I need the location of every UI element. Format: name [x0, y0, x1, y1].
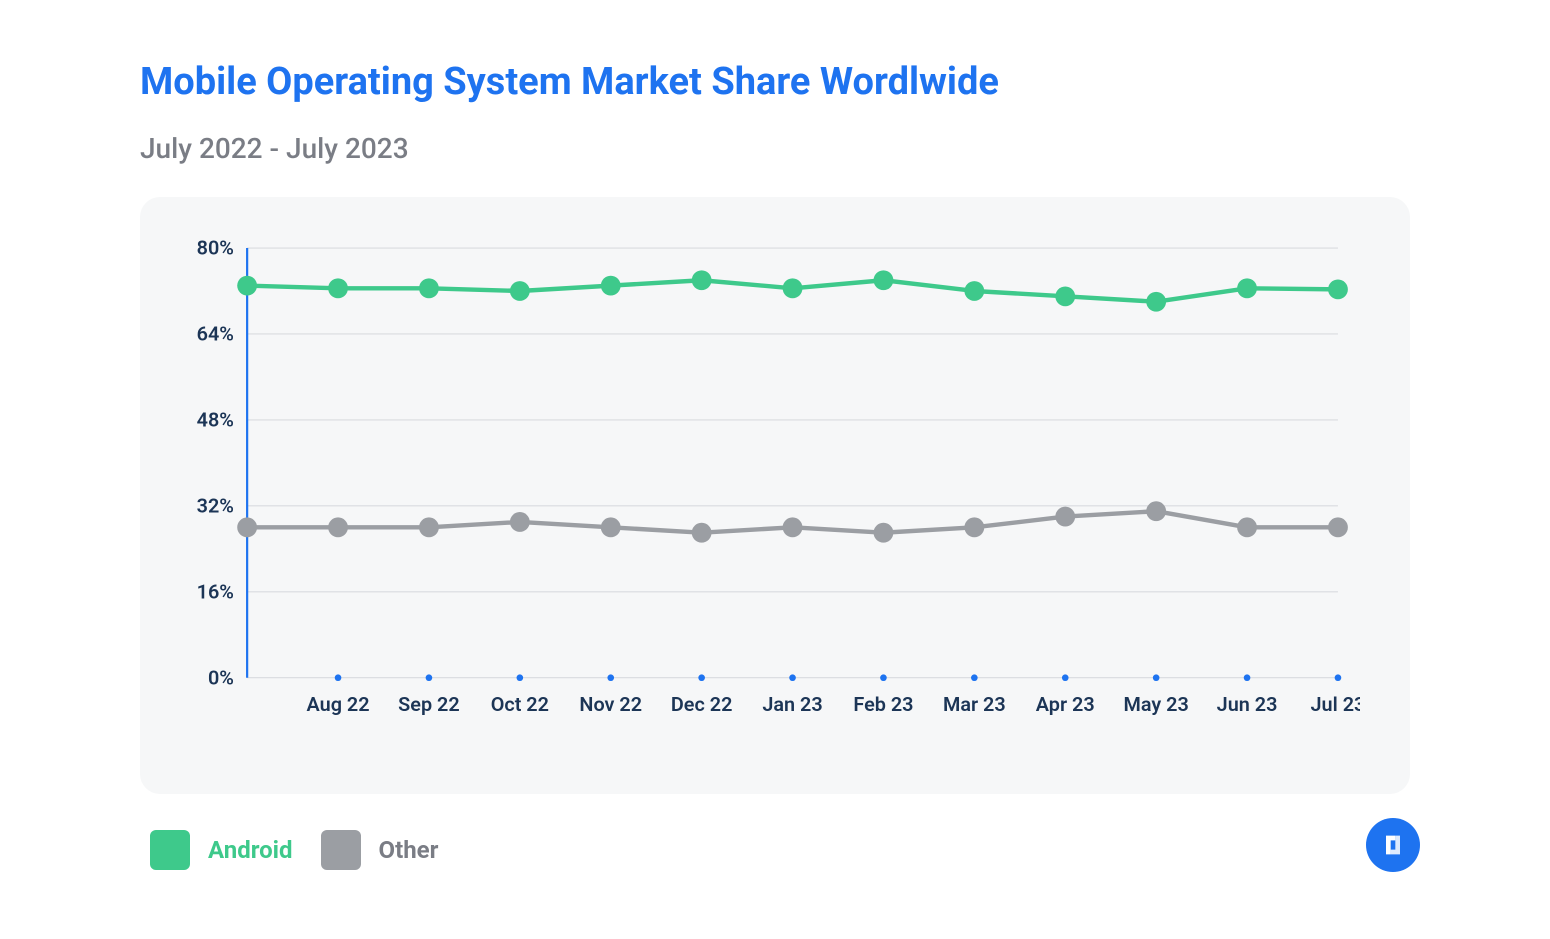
legend-label: Android: [208, 836, 293, 864]
legend-item: Android: [150, 830, 293, 870]
svg-text:May 23: May 23: [1124, 693, 1189, 716]
chart-subtitle: July 2022 - July 2023: [140, 132, 1410, 165]
legend: Android Other: [140, 830, 1410, 870]
svg-text:16%: 16%: [197, 580, 234, 603]
legend-swatch: [321, 830, 361, 870]
svg-text:Nov 22: Nov 22: [579, 693, 642, 716]
svg-text:Feb 23: Feb 23: [853, 693, 913, 716]
svg-text:Jun 23: Jun 23: [1217, 693, 1278, 716]
chart-panel: 0% 16% 32% 48% 64% 80% Aug 22 Sep 22 Oct 22 Nov 2…: [140, 197, 1410, 794]
svg-text:0%: 0%: [208, 666, 234, 689]
svg-text:Dec 22: Dec 22: [671, 693, 733, 716]
legend-item: Other: [321, 830, 439, 870]
svg-text:Mar 23: Mar 23: [943, 693, 1006, 716]
legend-label: Other: [379, 836, 439, 864]
svg-text:Jan 23: Jan 23: [762, 693, 822, 716]
brand-logo-icon: [1366, 818, 1420, 872]
svg-text:48%: 48%: [197, 409, 234, 432]
svg-text:Jul 23: Jul 23: [1311, 693, 1360, 716]
svg-text:Aug 22: Aug 22: [307, 693, 370, 716]
chart-title: Mobile Operating System Market Share Wor…: [140, 60, 1410, 104]
svg-text:64%: 64%: [197, 323, 234, 346]
svg-text:32%: 32%: [197, 494, 234, 517]
svg-text:Sep 22: Sep 22: [398, 693, 460, 716]
svg-text:Oct 22: Oct 22: [491, 693, 549, 716]
svg-text:Apr 23: Apr 23: [1036, 693, 1095, 716]
svg-text:80%: 80%: [197, 237, 234, 260]
legend-swatch: [150, 830, 190, 870]
line-chart: 0% 16% 32% 48% 64% 80% Aug 22 Sep 22 Oct 22 Nov 2…: [170, 237, 1360, 744]
